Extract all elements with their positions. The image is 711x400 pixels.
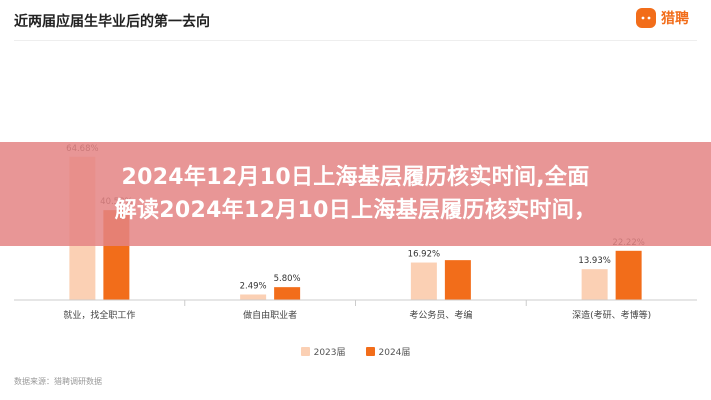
x-tick-label: 就业，找全职工作: [63, 309, 135, 321]
headline-line-2: 解读2024年12月10日上海基层履历核实时间，: [114, 198, 597, 223]
brand-logo: 猎聘: [636, 8, 689, 28]
logo-text: 猎聘: [661, 11, 689, 27]
data-label-2023-2: 16.92%: [408, 250, 440, 260]
legend-item-2024: 2024届: [365, 345, 411, 358]
headline-line-1: 2024年12月10日上海基层履历核实时间,全面: [121, 165, 590, 190]
headline-banner: 2024年12月10日上海基层履历核实时间,全面 解读2024年12月10日上海…: [0, 142, 711, 246]
data-label-2023-3: 13.93%: [578, 256, 610, 266]
x-tick-label: 做自由职业者: [243, 309, 297, 321]
data-label-2024-1: 5.80%: [274, 274, 301, 284]
bar-2023-1: [240, 294, 267, 300]
bar-2023-2: [410, 262, 437, 300]
legend-swatch-2024: [365, 347, 375, 356]
bar-2024-2: [444, 260, 471, 300]
chart-title: 近两届应届生毕业后的第一去向: [14, 14, 210, 30]
bar-2024-3: [615, 250, 642, 300]
bar-2023-3: [581, 269, 608, 300]
legend-label-2023: 2023届: [313, 348, 346, 358]
legend-item-2023: 2023届: [300, 345, 346, 358]
x-tick-label: 考公务员、考编: [409, 309, 472, 321]
x-tick-label: 深造(考研、考博等): [572, 309, 651, 321]
chart-legend: 2023届 2024届: [0, 345, 711, 358]
legend-label-2024: 2024届: [378, 348, 411, 358]
bar-2024-1: [274, 287, 301, 300]
data-label-2023-1: 2.49%: [240, 281, 267, 291]
header-divider: [14, 40, 697, 41]
legend-swatch-2023: [300, 347, 310, 356]
logo-chat-bubble-icon: [636, 8, 656, 28]
data-source-note: 数据来源：猎聘调研数据: [14, 377, 102, 386]
